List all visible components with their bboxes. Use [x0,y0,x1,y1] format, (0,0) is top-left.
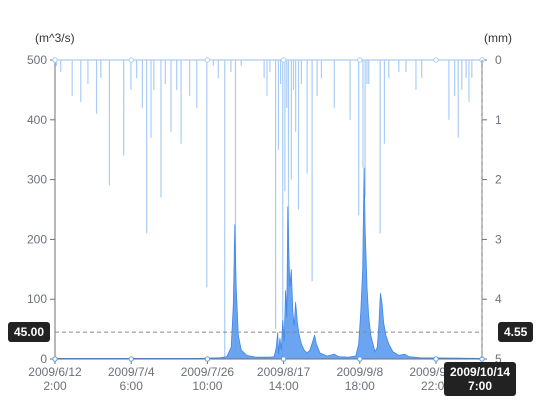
rainfall-marker [357,57,363,63]
axis-pointer-x-label-time: 7:00 [468,379,493,393]
flow-marker [357,356,363,362]
left-axis-tick-label: 200 [27,232,47,246]
rainfall-marker [204,57,211,63]
right-axis-tick-label: 2 [495,173,502,187]
rainfall-marker [280,57,287,63]
right-axis-tick-label: 0 [495,53,502,67]
right-axis-tick-label: 5 [495,352,502,366]
x-axis-tick-label-date: 2009/6/12 [28,365,82,379]
x-axis-tick-label-time: 18:00 [345,379,375,393]
axis-pointer-right-value: 4.55 [498,322,534,343]
rainfall-marker [433,57,439,63]
rainfall-marker [52,57,58,63]
axis-pointer-x-label-date: 2009/10/14 [450,365,511,379]
x-axis-tick-label-time: 14:00 [269,379,299,393]
flow-marker [128,356,134,362]
right-axis-tick-label: 1 [495,113,502,127]
flow-marker [52,356,58,362]
left-axis-unit-label: (m^3/s) [35,31,75,45]
axis-pointer-left-value: 45.00 [8,322,51,343]
rainfall-marker [128,57,134,63]
x-axis-tick-label-date: 2009/7/26 [181,365,235,379]
x-axis-tick-label-time: 6:00 [120,379,144,393]
left-axis-tick-label: 400 [27,113,47,127]
right-axis-tick-label: 3 [495,232,502,246]
x-axis-tick-label-time: 22:00 [421,379,451,393]
left-axis-tick-label: 100 [27,292,47,306]
left-axis-tick-label: 0 [40,352,47,366]
axis-pointer-x-label: 2009/10/14 7:00 [444,362,517,396]
flow-marker [280,356,287,362]
flow-area [54,167,483,360]
x-axis-tick-label-time: 10:00 [192,379,222,393]
flow-marker [433,356,439,362]
x-axis-tick-label-date: 2009/8/17 [257,365,311,379]
left-axis-tick-label: 300 [27,173,47,187]
x-axis-tick-label-date: 2009/7/4 [108,365,155,379]
right-axis-unit-label: (mm) [484,31,512,45]
x-axis-tick-label-date: 2009/9/8 [336,365,383,379]
flow-marker [204,356,211,362]
right-axis-tick-label: 4 [495,292,502,306]
x-axis-tick-label-time: 2:00 [43,379,67,393]
left-axis-tick-label: 500 [27,53,47,67]
